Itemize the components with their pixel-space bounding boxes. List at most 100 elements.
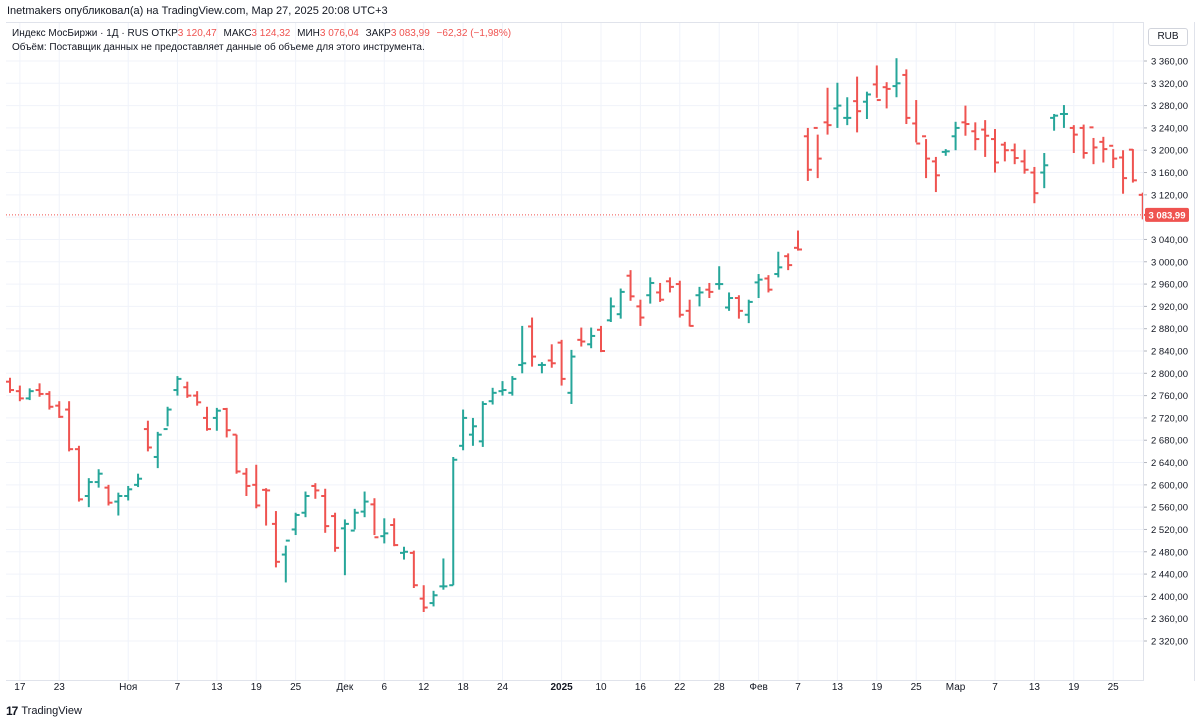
x-tick-label: 22 (674, 682, 686, 693)
ohlc-bar (153, 431, 162, 469)
ohlc-bar (1020, 149, 1029, 174)
currency-button[interactable]: RUB (1148, 28, 1188, 46)
ohlc-bar (951, 121, 960, 151)
x-tick-label: 23 (54, 682, 66, 693)
y-tick-label: 2 320,00 (1151, 637, 1188, 648)
symbol-name[interactable]: Индекс МосБиржи · 1Д · RUS (12, 28, 149, 39)
ohlc-bar (922, 135, 931, 179)
ohlc-bar (971, 122, 980, 151)
ohlc-bar (242, 468, 251, 496)
ohlc-bar (1089, 126, 1098, 165)
low-label: МИН (297, 28, 320, 39)
x-tick-label: 13 (1029, 682, 1041, 693)
ohlc-bar (675, 280, 684, 318)
ohlc-bar (183, 381, 192, 398)
ohlc-bar (1099, 136, 1108, 163)
ohlc-bar (459, 409, 468, 451)
ohlc-bar (281, 539, 290, 583)
ohlc-bar (695, 286, 704, 307)
y-tick-label: 2 640,00 (1151, 458, 1188, 469)
ohlc-bar (1030, 166, 1039, 204)
ohlc-bar (1079, 124, 1088, 159)
x-tick-label: 7 (175, 682, 181, 693)
ohlc-bar (606, 297, 615, 322)
ohlc-bar (212, 407, 221, 431)
y-tick-label: 3 040,00 (1151, 235, 1188, 246)
y-tick-label: 3 160,00 (1151, 168, 1188, 179)
publication-note: Inetmakers опубликовал(а) на TradingView… (7, 5, 388, 17)
y-tick-label: 2 920,00 (1151, 302, 1188, 313)
ohlc-bar (104, 484, 113, 506)
x-tick-label: 19 (1068, 682, 1080, 693)
x-tick-label: 13 (211, 682, 223, 693)
ohlc-bar (311, 483, 320, 499)
y-tick-label: 3 240,00 (1151, 123, 1188, 134)
x-tick-label: 16 (635, 682, 647, 693)
ohlc-bar (991, 129, 999, 173)
ohlc-bar (1119, 150, 1128, 194)
x-tick-label: Фев (749, 682, 767, 693)
x-axis-ticks[interactable]: 17 23 Ноя 7 13 19 25 Дек 6 12 18 24 2025 10 16 22 28 Фев 7… (14, 682, 1119, 693)
ohlc-bar (823, 87, 832, 135)
symbol-legend[interactable]: Индекс МосБиржи · 1Д · RUS ОТКР3 120,47 … (12, 28, 515, 39)
ohlc-bar (409, 550, 418, 589)
ohlc-bar (665, 277, 674, 293)
ohlc-bar (774, 251, 783, 278)
x-tick-label: 2025 (550, 682, 573, 693)
ohlc-bar (616, 288, 625, 319)
price-axis-frame (1143, 22, 1195, 681)
ohlc-bar (74, 445, 83, 502)
x-tick-label: Ноя (119, 682, 137, 693)
ohlc-bar (1000, 141, 1009, 162)
close-label: ЗАКР (365, 28, 391, 39)
last-price-line: 3 083,99 (6, 207, 1189, 222)
ohlc-bar (468, 417, 477, 446)
ohlc-bar (587, 327, 596, 349)
x-tick-label: 25 (290, 682, 302, 693)
x-tick-label: 13 (832, 682, 844, 693)
ohlc-bar (508, 376, 517, 396)
volume-note: Объём: Поставщик данных не предоставляет… (12, 42, 425, 53)
ohlc-bar (419, 585, 428, 612)
ohlc-bar (764, 275, 773, 293)
ohlc-bar (380, 518, 389, 544)
ohlc-bars (6, 58, 1147, 612)
x-tick-label: 28 (714, 682, 726, 693)
footer-logo-text: TradingView (21, 705, 82, 717)
ohlc-bar (390, 518, 399, 547)
ohlc-bar (577, 327, 586, 347)
x-tick-label: 17 (14, 682, 26, 693)
ohlc-bar (656, 282, 665, 302)
y-tick-label: 2 480,00 (1151, 547, 1188, 558)
ohlc-bar (360, 491, 369, 518)
ohlc-bar (892, 58, 901, 98)
y-tick-label: 3 200,00 (1151, 146, 1188, 157)
change-value: −62,32 (−1,98%) (436, 28, 512, 39)
ohlc-bar (439, 558, 448, 590)
ohlc-bar (340, 519, 349, 576)
y-tick-label: 2 600,00 (1151, 480, 1188, 491)
y-tick-label: 2 360,00 (1151, 614, 1188, 625)
ohlc-bar (547, 344, 556, 368)
ohlc-bar (1128, 148, 1137, 183)
ohlc-bar (35, 383, 44, 397)
ohlc-bar (833, 82, 842, 128)
ohlc-bar (271, 511, 280, 568)
footer-branding[interactable]: 17 TradingView (6, 704, 82, 718)
ohlc-bar (518, 325, 527, 374)
ohlc-bar (626, 270, 635, 301)
x-tick-label: 25 (1108, 682, 1120, 693)
ohlc-bar (902, 69, 911, 125)
y-tick-label: 2 880,00 (1151, 324, 1188, 335)
ohlc-bar (232, 433, 241, 474)
ohlc-bar (862, 91, 871, 119)
ohlc-bar (912, 100, 921, 145)
ohlc-bar (872, 65, 881, 102)
ohlc-bar (193, 391, 202, 406)
ohlc-bar (134, 473, 143, 488)
close-value: 3 083,99 (390, 28, 430, 39)
x-tick-label: 18 (458, 682, 470, 693)
ohlc-bar (843, 97, 852, 126)
x-tick-label: 10 (595, 682, 607, 693)
